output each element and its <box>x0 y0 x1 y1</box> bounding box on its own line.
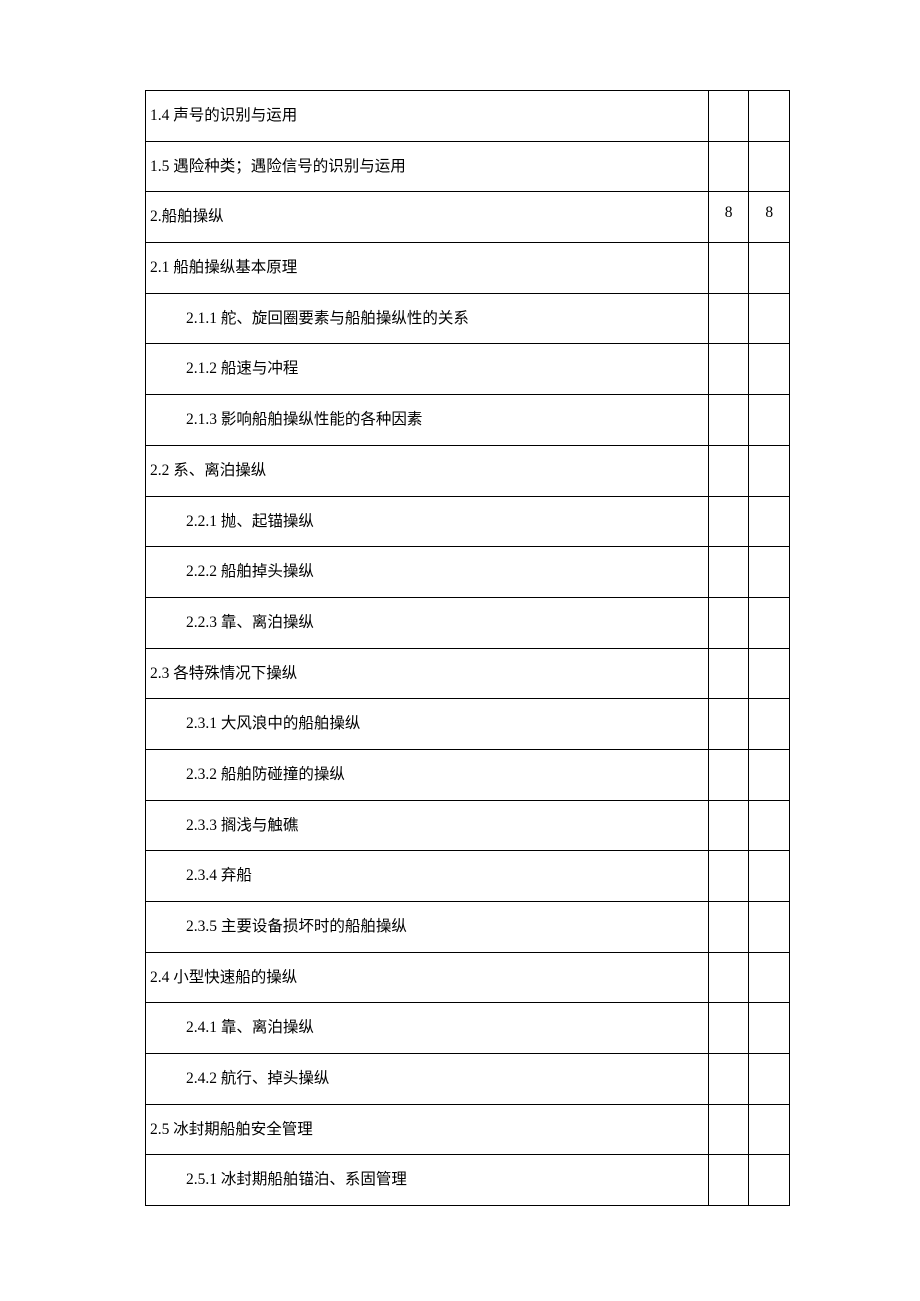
row-col2 <box>749 293 790 344</box>
table-row: 2.4 小型快速船的操纵 <box>146 952 790 1003</box>
row-col2 <box>749 496 790 547</box>
row-col1 <box>708 1104 749 1155</box>
row-col1 <box>708 243 749 294</box>
row-col1 <box>708 344 749 395</box>
row-text: 2.2.3 靠、离泊操纵 <box>146 597 709 648</box>
row-text: 2.船舶操纵 <box>146 192 709 243</box>
row-col2 <box>749 1003 790 1054</box>
table-row: 2.3.1 大风浪中的船舶操纵 <box>146 699 790 750</box>
row-col2 <box>749 648 790 699</box>
row-text: 2.3.5 主要设备损坏时的船舶操纵 <box>146 902 709 953</box>
row-col2 <box>749 395 790 446</box>
row-col2 <box>749 445 790 496</box>
row-col2 <box>749 547 790 598</box>
table-row: 2.1.1 舵、旋回圈要素与船舶操纵性的关系 <box>146 293 790 344</box>
row-text: 2.3.4 弃船 <box>146 851 709 902</box>
row-col1 <box>708 141 749 192</box>
row-col1 <box>708 1003 749 1054</box>
row-col2 <box>749 91 790 142</box>
row-col1 <box>708 800 749 851</box>
row-col1 <box>708 648 749 699</box>
row-col1 <box>708 445 749 496</box>
table-row: 2.3.5 主要设备损坏时的船舶操纵 <box>146 902 790 953</box>
row-col2 <box>749 344 790 395</box>
row-col2 <box>749 597 790 648</box>
table-row: 2.5.1 冰封期船舶锚泊、系固管理 <box>146 1155 790 1206</box>
table-row: 2.3.3 搁浅与触礁 <box>146 800 790 851</box>
table-body: 1.4 声号的识别与运用 1.5 遇险种类；遇险信号的识别与运用 2.船舶操纵 … <box>146 91 790 1206</box>
row-text: 2.2.2 船舶掉头操纵 <box>146 547 709 598</box>
row-text: 1.4 声号的识别与运用 <box>146 91 709 142</box>
row-text: 2.2.1 抛、起锚操纵 <box>146 496 709 547</box>
row-col1 <box>708 597 749 648</box>
row-text: 2.4.1 靠、离泊操纵 <box>146 1003 709 1054</box>
row-col1 <box>708 496 749 547</box>
table-row: 2.2.1 抛、起锚操纵 <box>146 496 790 547</box>
row-text: 2.1.1 舵、旋回圈要素与船舶操纵性的关系 <box>146 293 709 344</box>
row-col1 <box>708 902 749 953</box>
row-text: 2.3 各特殊情况下操纵 <box>146 648 709 699</box>
row-col2: 8 <box>749 192 790 243</box>
row-col2 <box>749 800 790 851</box>
row-col1 <box>708 1054 749 1105</box>
row-col1 <box>708 699 749 750</box>
syllabus-table: 1.4 声号的识别与运用 1.5 遇险种类；遇险信号的识别与运用 2.船舶操纵 … <box>145 90 790 1206</box>
table-row: 1.4 声号的识别与运用 <box>146 91 790 142</box>
row-col2 <box>749 851 790 902</box>
table-row: 2.船舶操纵 8 8 <box>146 192 790 243</box>
row-col1 <box>708 547 749 598</box>
row-col1: 8 <box>708 192 749 243</box>
row-col2 <box>749 902 790 953</box>
row-text: 2.1.3 影响船舶操纵性能的各种因素 <box>146 395 709 446</box>
row-text: 2.4.2 航行、掉头操纵 <box>146 1054 709 1105</box>
row-text: 1.5 遇险种类；遇险信号的识别与运用 <box>146 141 709 192</box>
row-col1 <box>708 749 749 800</box>
row-text: 2.2 系、离泊操纵 <box>146 445 709 496</box>
row-col1 <box>708 395 749 446</box>
row-col2 <box>749 243 790 294</box>
row-col2 <box>749 1054 790 1105</box>
row-col2 <box>749 749 790 800</box>
table-row: 2.4.2 航行、掉头操纵 <box>146 1054 790 1105</box>
row-text: 2.1.2 船速与冲程 <box>146 344 709 395</box>
row-col1 <box>708 293 749 344</box>
table-row: 2.4.1 靠、离泊操纵 <box>146 1003 790 1054</box>
table-row: 2.3.2 船舶防碰撞的操纵 <box>146 749 790 800</box>
row-col1 <box>708 851 749 902</box>
row-text: 2.3.3 搁浅与触礁 <box>146 800 709 851</box>
table-row: 2.5 冰封期船舶安全管理 <box>146 1104 790 1155</box>
row-col2 <box>749 141 790 192</box>
row-text: 2.3.1 大风浪中的船舶操纵 <box>146 699 709 750</box>
row-col2 <box>749 699 790 750</box>
row-col2 <box>749 1155 790 1206</box>
table-row: 2.1.2 船速与冲程 <box>146 344 790 395</box>
row-text: 2.4 小型快速船的操纵 <box>146 952 709 1003</box>
row-text: 2.5 冰封期船舶安全管理 <box>146 1104 709 1155</box>
row-text: 2.5.1 冰封期船舶锚泊、系固管理 <box>146 1155 709 1206</box>
table-row: 2.2.2 船舶掉头操纵 <box>146 547 790 598</box>
row-col1 <box>708 91 749 142</box>
row-col2 <box>749 952 790 1003</box>
row-col1 <box>708 952 749 1003</box>
table-row: 2.2 系、离泊操纵 <box>146 445 790 496</box>
table-row: 2.1.3 影响船舶操纵性能的各种因素 <box>146 395 790 446</box>
table-row: 2.3 各特殊情况下操纵 <box>146 648 790 699</box>
table-row: 1.5 遇险种类；遇险信号的识别与运用 <box>146 141 790 192</box>
row-text: 2.3.2 船舶防碰撞的操纵 <box>146 749 709 800</box>
row-col2 <box>749 1104 790 1155</box>
row-text: 2.1 船舶操纵基本原理 <box>146 243 709 294</box>
row-col1 <box>708 1155 749 1206</box>
table-row: 2.1 船舶操纵基本原理 <box>146 243 790 294</box>
table-row: 2.3.4 弃船 <box>146 851 790 902</box>
table-row: 2.2.3 靠、离泊操纵 <box>146 597 790 648</box>
